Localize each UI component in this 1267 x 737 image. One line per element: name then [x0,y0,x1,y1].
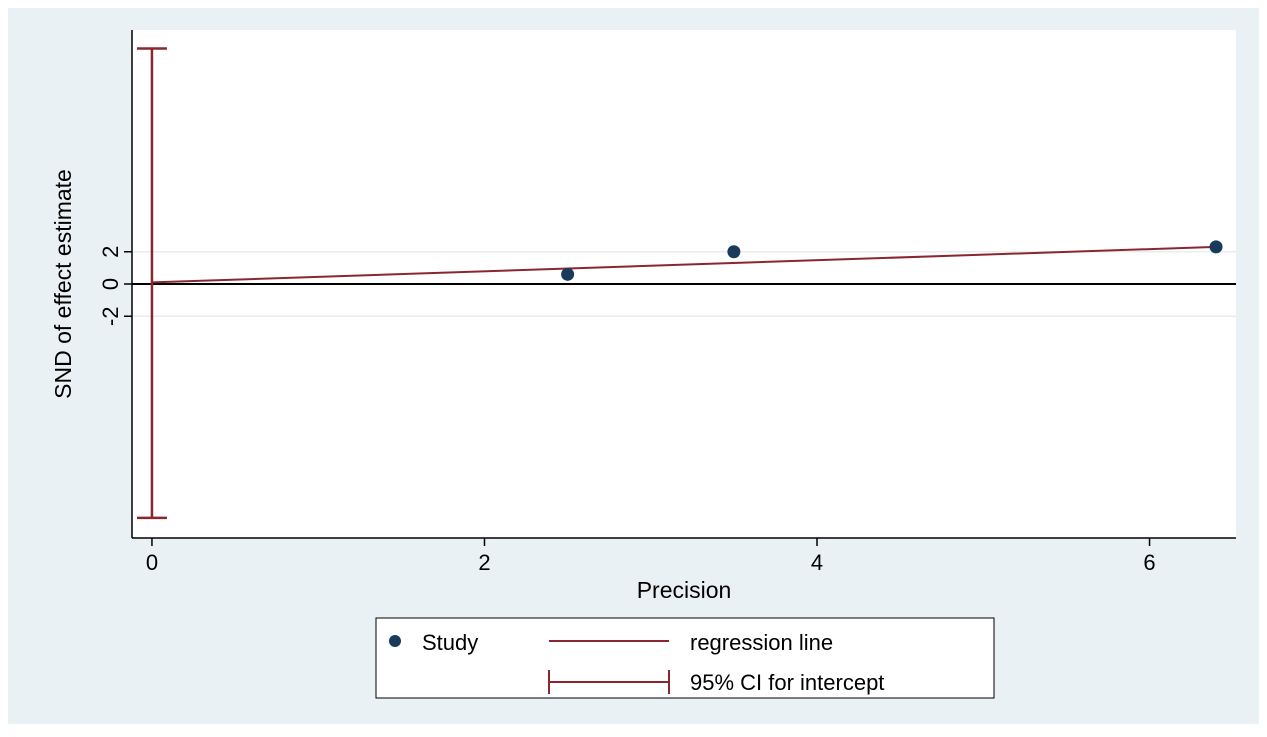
legend-label-ci: 95% CI for intercept [690,670,884,695]
y-tick-label-1: 0 [98,278,123,290]
study-point-2 [1209,240,1223,254]
legend-label-regression-line: regression line [690,630,833,655]
legend-box [375,617,995,699]
legend-marker-ci [548,670,670,694]
study-point-0 [561,267,575,281]
y-axis-title: SND of effect estimate [50,169,76,399]
study-point-1 [727,245,741,259]
x-axis-title: Precision [637,577,732,603]
legend-marker-study [389,635,401,647]
tick-layer: -2 0 2 0 2 4 6 [98,246,1156,575]
x-tick-label-3: 6 [1143,550,1155,575]
y-tick-label-2: 2 [98,246,123,258]
legend: Study regression line 95% CI for interce… [375,617,995,699]
y-tick-label-0: -2 [98,306,123,326]
x-tick-label-1: 2 [478,550,490,575]
x-tick-label-0: 0 [146,550,158,575]
x-tick-label-2: 4 [811,550,823,575]
regression-line [151,245,1217,284]
series-layer [132,47,1236,520]
legend-label-study: Study [422,630,478,655]
